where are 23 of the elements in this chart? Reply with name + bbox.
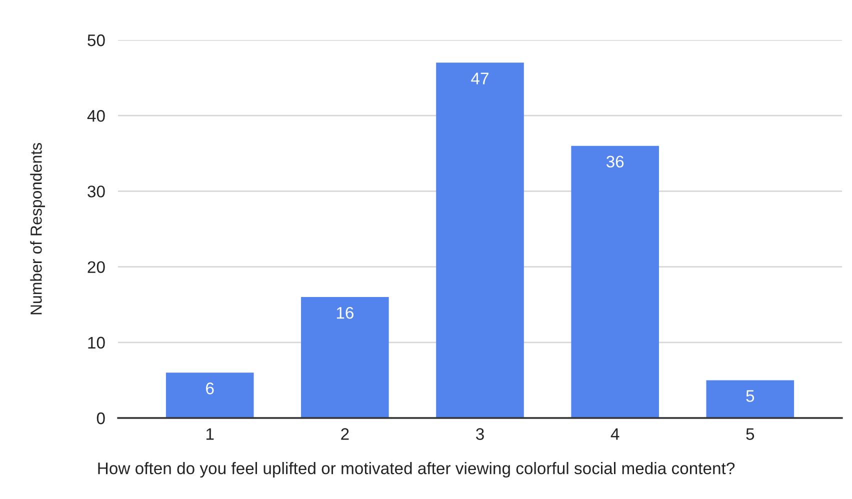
y-tick-label: 40 xyxy=(87,110,105,122)
x-tick-label: 4 xyxy=(610,428,620,440)
x-tick-label: 3 xyxy=(476,428,484,440)
bar xyxy=(436,62,524,418)
x-tick-label: 2 xyxy=(341,428,349,440)
x-tick-label: 5 xyxy=(746,428,754,440)
x-axis-title: How often do you feel uplifted or motivated after viewing colorful social media content? xyxy=(98,462,735,478)
x-tick-label: 1 xyxy=(206,428,214,440)
y-tick-label: 20 xyxy=(88,261,105,274)
data-label: 6 xyxy=(206,382,214,394)
y-tick-label: 10 xyxy=(88,336,105,349)
data-label: 16 xyxy=(336,306,354,319)
y-tick-label: 50 xyxy=(88,34,105,46)
y-tick-label: 0 xyxy=(96,412,105,424)
y-axis-title: Number of Respondents xyxy=(30,143,45,314)
bar xyxy=(706,380,794,418)
bar xyxy=(301,297,389,418)
data-label: 36 xyxy=(606,156,624,168)
data-label: 5 xyxy=(746,390,754,402)
bar xyxy=(166,372,254,418)
data-label: 47 xyxy=(471,72,488,84)
y-tick-label: 30 xyxy=(88,186,105,198)
bar xyxy=(571,146,659,418)
